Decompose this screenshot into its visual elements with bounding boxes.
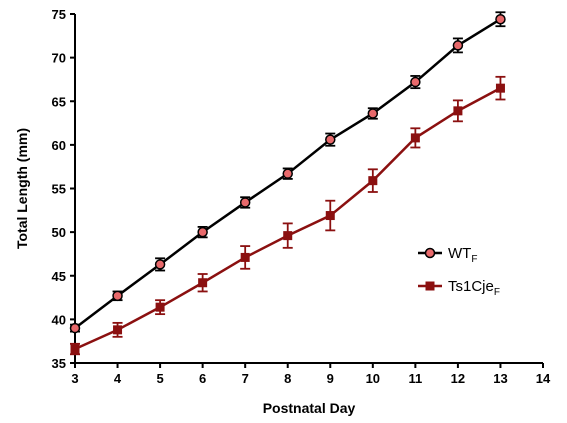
data-point — [239, 197, 251, 208]
axes — [70, 13, 544, 368]
x-tick-label: 12 — [451, 371, 465, 386]
y-tick-label: 60 — [52, 138, 66, 153]
data-point — [452, 40, 464, 51]
data-point — [197, 226, 208, 238]
x-tick-label: 3 — [71, 371, 78, 386]
series-1 — [70, 75, 506, 356]
y-tick-label: 40 — [52, 312, 66, 327]
data-point — [495, 13, 506, 25]
legend-label: Ts1CjeF — [448, 278, 500, 298]
data-point — [410, 76, 421, 88]
y-tick-label: 65 — [52, 94, 66, 109]
data-point — [282, 168, 293, 179]
y-tick-label: 75 — [52, 7, 66, 22]
plot-area — [69, 11, 506, 356]
data-point — [325, 134, 336, 145]
data-point — [112, 290, 123, 302]
legend-label: WTF — [448, 245, 477, 265]
x-tick-label: 8 — [284, 371, 291, 386]
y-tick-label: 70 — [52, 51, 66, 66]
y-tick-label: 50 — [52, 225, 66, 240]
x-tick-labels: 3 4 5 6 7 8 9 10 11 12 13 14 — [71, 371, 551, 386]
x-axis-label: Postnatal Day — [263, 400, 356, 416]
data-point — [283, 231, 293, 241]
data-point — [70, 344, 80, 354]
legend-series-subscript: F — [471, 254, 477, 265]
x-tick-label: 9 — [327, 371, 334, 386]
legend-series-subscript: F — [494, 287, 500, 298]
series-line — [74, 87, 502, 351]
data-point — [325, 211, 335, 221]
legend-marker — [424, 247, 436, 259]
x-tick-label: 7 — [242, 371, 249, 386]
x-tick-label: 14 — [536, 371, 551, 386]
legend-marker — [425, 281, 435, 291]
x-tick-label: 10 — [366, 371, 380, 386]
y-tick-label: 45 — [52, 269, 66, 284]
y-axis-label: Total Length (mm) — [14, 128, 30, 249]
legend-series-name: WT — [448, 245, 471, 262]
data-point — [240, 252, 250, 262]
data-point — [154, 259, 166, 270]
data-point — [69, 322, 81, 334]
data-point — [113, 325, 123, 335]
data-point — [368, 176, 378, 186]
x-tick-label: 6 — [199, 371, 206, 386]
legend-series-name: Ts1Cje — [448, 278, 494, 295]
data-point — [453, 106, 463, 116]
data-point — [367, 108, 379, 119]
x-tick-label: 4 — [114, 371, 122, 386]
data-point — [198, 278, 208, 288]
legend-entry: WTF — [418, 245, 477, 265]
y-tick-label: 55 — [52, 182, 66, 197]
data-point — [410, 133, 420, 143]
series-0 — [69, 11, 506, 334]
x-tick-label: 13 — [493, 371, 507, 386]
legend-entry: Ts1CjeF — [418, 278, 500, 298]
x-tick-label: 5 — [156, 371, 163, 386]
data-point — [155, 302, 165, 312]
x-tick-label: 11 — [408, 371, 422, 386]
data-point — [495, 83, 505, 93]
y-tick-label: 35 — [52, 356, 66, 371]
y-tick-labels: 35 40 45 50 55 60 65 70 75 — [52, 7, 66, 371]
